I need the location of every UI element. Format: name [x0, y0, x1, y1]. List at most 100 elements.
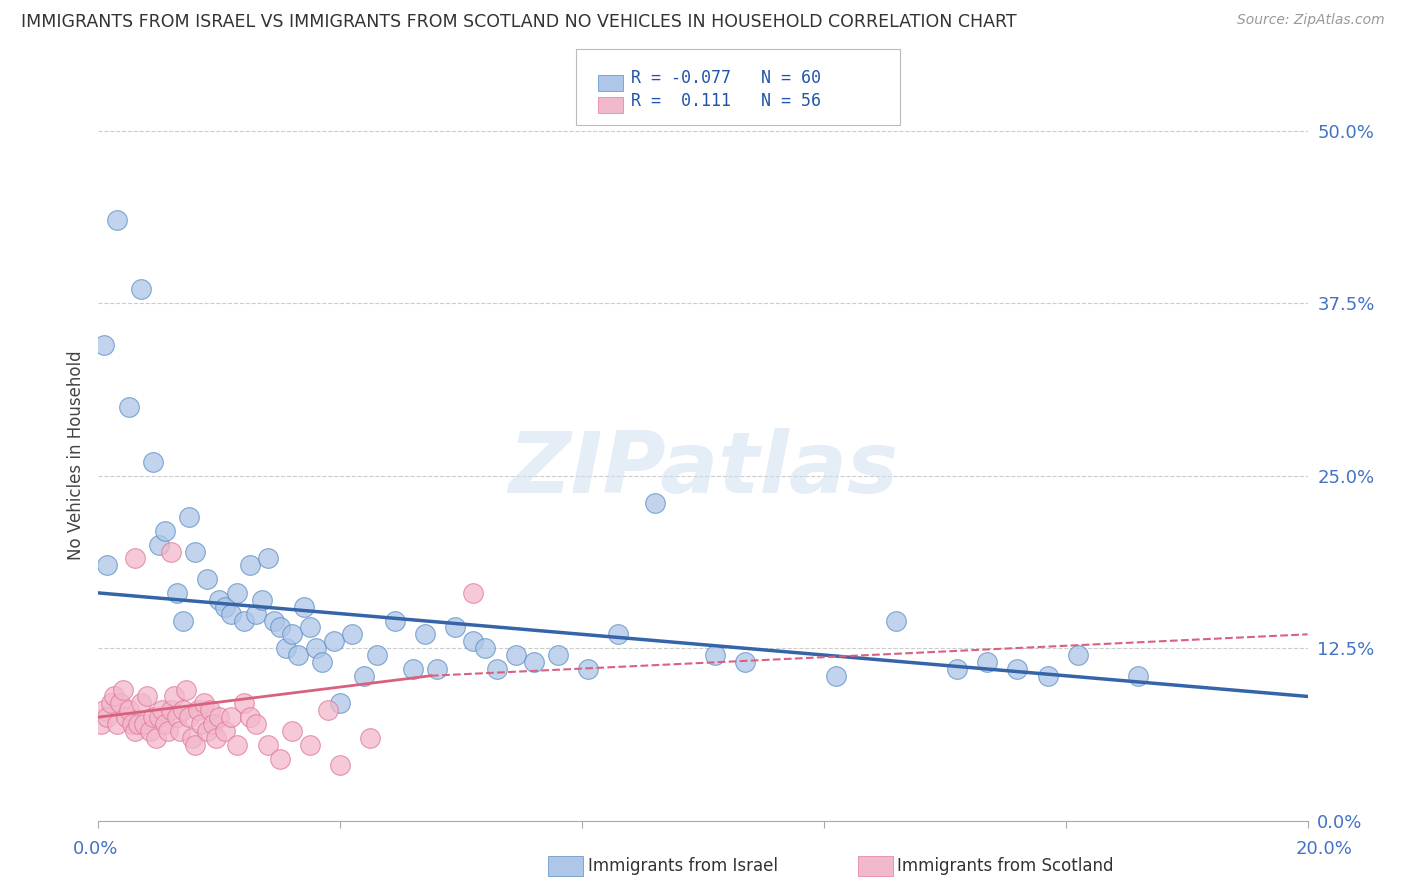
Point [413, 627, 436, 641]
Point [1128, 669, 1150, 683]
Point [169, 723, 191, 738]
Point [111, 682, 134, 697]
Point [311, 655, 333, 669]
Point [292, 599, 315, 614]
Point [226, 738, 249, 752]
Point [221, 710, 243, 724]
Point [704, 648, 727, 662]
Point [153, 717, 176, 731]
Point [329, 696, 352, 710]
Point [214, 599, 236, 614]
Point [103, 690, 125, 704]
Point [172, 703, 194, 717]
Point [114, 710, 136, 724]
Point [245, 717, 267, 731]
Point [129, 696, 152, 710]
Point [93, 337, 115, 351]
Point [118, 703, 141, 717]
Point [463, 634, 485, 648]
Point [184, 544, 207, 558]
Point [245, 607, 267, 621]
Point [96, 558, 118, 573]
Point [463, 586, 485, 600]
Point [129, 282, 152, 296]
Point [523, 655, 546, 669]
Point [96, 710, 118, 724]
Point [145, 731, 167, 745]
Point [366, 648, 388, 662]
Text: 0.0%: 0.0% [73, 840, 118, 858]
Point [426, 662, 449, 676]
Point [150, 703, 173, 717]
Point [1067, 648, 1090, 662]
Text: Immigrants from Scotland: Immigrants from Scotland [897, 857, 1114, 875]
Point [179, 710, 201, 724]
Point [221, 607, 243, 621]
Point [160, 544, 183, 558]
Point [305, 641, 328, 656]
Point [299, 620, 322, 634]
Point [287, 648, 309, 662]
Text: Immigrants from Israel: Immigrants from Israel [588, 857, 778, 875]
Point [184, 738, 207, 752]
Point [226, 586, 249, 600]
Point [384, 614, 406, 628]
Point [200, 703, 222, 717]
Point [156, 723, 179, 738]
Point [139, 723, 162, 738]
Point [105, 717, 128, 731]
Point [208, 592, 231, 607]
Point [281, 723, 304, 738]
Point [316, 703, 339, 717]
Point [108, 696, 131, 710]
Point [135, 690, 157, 704]
Point [505, 648, 527, 662]
Point [179, 510, 201, 524]
Point [142, 710, 165, 724]
Point [160, 703, 183, 717]
Text: IMMIGRANTS FROM ISRAEL VS IMMIGRANTS FROM SCOTLAND NO VEHICLES IN HOUSEHOLD CORR: IMMIGRANTS FROM ISRAEL VS IMMIGRANTS FRO… [21, 13, 1017, 31]
Point [148, 710, 170, 724]
Point [153, 524, 176, 538]
Point [976, 655, 998, 669]
Point [187, 703, 209, 717]
Point [274, 641, 297, 656]
Point [232, 696, 254, 710]
Point [299, 738, 322, 752]
Text: R =  0.111   N = 56: R = 0.111 N = 56 [631, 92, 821, 110]
Point [342, 627, 364, 641]
Point [239, 558, 262, 573]
Point [193, 696, 215, 710]
Point [172, 614, 194, 628]
Point [486, 662, 509, 676]
Point [208, 710, 231, 724]
Point [281, 627, 304, 641]
Point [190, 717, 212, 731]
Point [607, 627, 630, 641]
Point [1007, 662, 1029, 676]
Point [166, 586, 188, 600]
Point [195, 723, 218, 738]
Point [444, 620, 467, 634]
Point [256, 551, 278, 566]
Point [886, 614, 908, 628]
Point [250, 592, 273, 607]
Point [402, 662, 425, 676]
Point [100, 696, 122, 710]
Text: Source: ZipAtlas.com: Source: ZipAtlas.com [1237, 13, 1385, 28]
Point [825, 669, 848, 683]
Point [547, 648, 569, 662]
Point [181, 731, 204, 745]
Text: ZIPatlas: ZIPatlas [508, 428, 898, 511]
Y-axis label: No Vehicles in Household: No Vehicles in Household [66, 350, 84, 560]
Point [353, 669, 375, 683]
Point [142, 455, 165, 469]
Point [263, 614, 285, 628]
Point [124, 551, 146, 566]
Point [90, 717, 112, 731]
Point [269, 751, 291, 765]
Point [118, 400, 141, 414]
Point [644, 496, 666, 510]
Point [132, 717, 155, 731]
Point [946, 662, 969, 676]
